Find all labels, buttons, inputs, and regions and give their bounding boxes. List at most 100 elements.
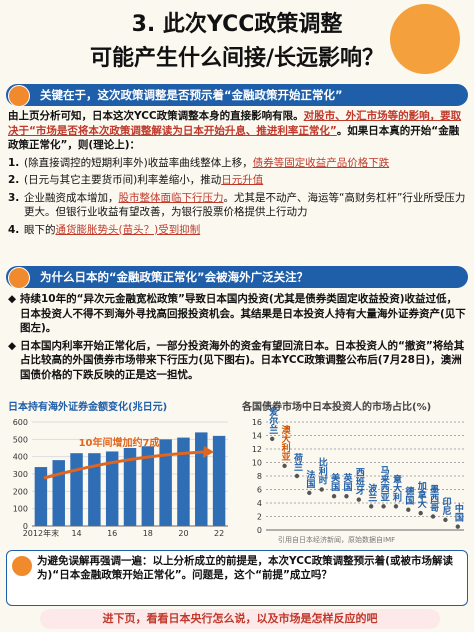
point-label: 爱尔兰 (267, 406, 279, 434)
chart-left: 日本持有海外证券金额变化(兆日元) 0 100 200 300 400 500 600 2012… (8, 400, 228, 538)
source-note: 引用自日本经济新闻，原始数据自IMF (278, 535, 395, 544)
bullet-text: 日本国内利率开始正常化后，一部分投资海外的资金有望回流日本。日本投资人的“撤资”… (20, 339, 465, 381)
chart-title: 各国债券市场中日本投资人的市场占比(%) (241, 400, 431, 413)
y-tick-label: 0 (257, 526, 262, 535)
y-tick-label: 10 (252, 459, 262, 468)
point-label: 英国 (341, 472, 353, 492)
item-number: 1. (8, 156, 20, 169)
bar (88, 453, 101, 526)
bullet-dot: ◆ (8, 293, 17, 305)
title-line2: 可能产生什么间接/长远影响？ (89, 46, 385, 71)
point (344, 494, 349, 499)
y-tick-label: 14 (252, 432, 262, 441)
bar (141, 446, 155, 526)
y-tick-label: 500 (13, 435, 28, 444)
y-tick-label: 8 (257, 472, 262, 481)
bar (105, 451, 119, 526)
header-text: 为什么日本的“金融政策正常化”会被海外广泛关注？ (40, 270, 309, 284)
next-page-link[interactable]: 进下页，看看日本央行怎么说，以及市场是怎样反应的吧 (40, 609, 440, 629)
bar (52, 460, 65, 526)
point (307, 490, 312, 496)
bullet: ◆ 持续10年的“异次元金融宽松政策”导致日本国内投资(尤其是债券类固定收益投资)… (8, 292, 466, 336)
point (331, 494, 337, 499)
bullet: ◆ 日本国内利率开始正常化后，一部分投资海外的资金有望回流日本。日本投资人的“撤资… (8, 339, 466, 383)
item-text: 眼下的通货膨胀势头(苗头？)受到抑制 (24, 223, 200, 238)
header-text: 关键在于，这次政策调整是否预示着“金融政策开始正常化” (40, 88, 343, 102)
point-label: 加拿大 (416, 480, 428, 509)
point-label: 西班牙 (354, 468, 365, 496)
bullet-text: 持续10年的“异次元金融宽松政策”导致日本国内投资(尤其是债券类固定收益投资)收… (20, 293, 466, 334)
text: 企业融资成本增加， (24, 191, 119, 204)
point (269, 436, 275, 442)
y-tick-label: 300 (13, 470, 28, 479)
point-label: 波兰 (366, 482, 377, 501)
point (393, 504, 399, 509)
y-tick-label: 2 (257, 513, 262, 522)
bar (212, 435, 226, 526)
y-tick-label: 400 (13, 453, 28, 462)
intro: 由上页分析可知，日本这次YCC政策调整本身的直接影响有限。对股市、外汇市场等的影… (8, 109, 466, 153)
point-label: 荷兰 (292, 452, 304, 471)
point-label: 比利时 (317, 456, 329, 485)
item-number: 3. (8, 191, 20, 204)
annotation: 10年间增加约7成 (79, 436, 160, 449)
point-label: 印尼 (440, 496, 451, 516)
point (418, 510, 423, 516)
emphasis-text: 股市整体面临下行压力 (118, 191, 224, 204)
y-tick-label: 12 (252, 445, 262, 454)
text: 。尤其是不动产、海运等“高财务杠杆”行业所受压力更大。但银行业收益有望改善，为银… (24, 191, 466, 219)
list-item: 4. 眼下的通货膨胀势头(苗头？)受到抑制 (8, 223, 466, 238)
point (430, 514, 436, 519)
chart-title: 日本持有海外证券金额变化(兆日元) (8, 400, 167, 413)
y-tick-label: 600 (13, 418, 28, 427)
point (282, 463, 287, 469)
title-line1: 3. 此次YCC政策调整 (131, 12, 343, 37)
x-tick-label: 16 (107, 529, 117, 538)
y-tick-label: 4 (257, 499, 262, 508)
bar (177, 437, 190, 526)
annotation-arrow (43, 450, 205, 480)
bar (123, 448, 137, 526)
point (294, 473, 300, 479)
section-header: 为什么日本的“金融政策正常化”会被海外广泛关注？ (6, 266, 468, 289)
point-label: 意大利 (391, 473, 403, 502)
point-label: 马来西亚 (379, 465, 391, 501)
point (319, 487, 324, 492)
item-number: 4. (8, 223, 20, 236)
bullet-dot: ◆ (8, 339, 17, 352)
section-header: 关键在于，这次政策调整是否预示着“金融政策开始正常化” (6, 84, 468, 107)
text: 。如果日本真的开始“金融政策正常化”，则(理论上)： (8, 124, 460, 152)
point-label: 中国 (453, 503, 464, 523)
y-tick-label: 0 (23, 522, 28, 531)
bar (70, 453, 83, 526)
section1-body: 由上页分析可知，日本这次YCC政策调整本身的直接影响有限。对股市、外汇市场等的影… (8, 109, 466, 237)
item-number: 2. (8, 174, 20, 186)
point-label: 德国 (403, 486, 414, 506)
point-label: 墨西哥 (428, 484, 439, 512)
point (406, 507, 411, 512)
point (356, 497, 362, 502)
point-label: 美国 (329, 472, 340, 492)
list-item: 2. (日元与其它主要货币间)利率差缩小，推动日元升值 (8, 173, 466, 188)
bar (159, 439, 172, 526)
y-tick-label: 16 (252, 418, 262, 427)
x-tick-label: 20 (178, 529, 188, 538)
list-item: 3. 企业融资成本增加，股市整体面临下行压力。尤其是不动产、海运等“高财务杠杆”行… (8, 191, 466, 220)
emphasis-text: 日元升值 (221, 174, 264, 186)
fox-mascot (390, 4, 460, 74)
text: (除直接调控的短期利率外)收益率曲线整体上移， (24, 156, 253, 169)
y-tick-label: 6 (257, 486, 262, 495)
x-tick-label: 2012年末 (23, 528, 59, 538)
point-label: 澳大利亚 (280, 424, 292, 461)
x-tick-label: 18 (143, 529, 153, 538)
item-text: (日元与其它主要货币间)利率差缩小，推动日元升值 (24, 173, 263, 188)
emphasis-text: 债券等固定收益产品价格下跌 (252, 156, 390, 169)
emphasis-text: 通货膨胀势头(苗头？)受到抑制 (55, 223, 201, 236)
text: 由上页分析可知，日本这次YCC政策调整本身的直接影响有限。 (8, 110, 304, 122)
chart-right: 各国债券市场中日本投资人的市场占比(%) 0 2 4 6 8 10 12 14 16 爱尔兰澳大利亚… (241, 400, 464, 544)
emphasis-text: 对股市、外汇市场等的影响，要取决于“市场是否将本次政策调整解读为日本开始升息、推… (8, 110, 462, 137)
point (368, 504, 374, 509)
point (381, 504, 386, 509)
note-text: 为避免误解再强调一遍：以上分析成立的前提是，本次YCC政策调整预示着(或被市场解… (37, 555, 453, 581)
